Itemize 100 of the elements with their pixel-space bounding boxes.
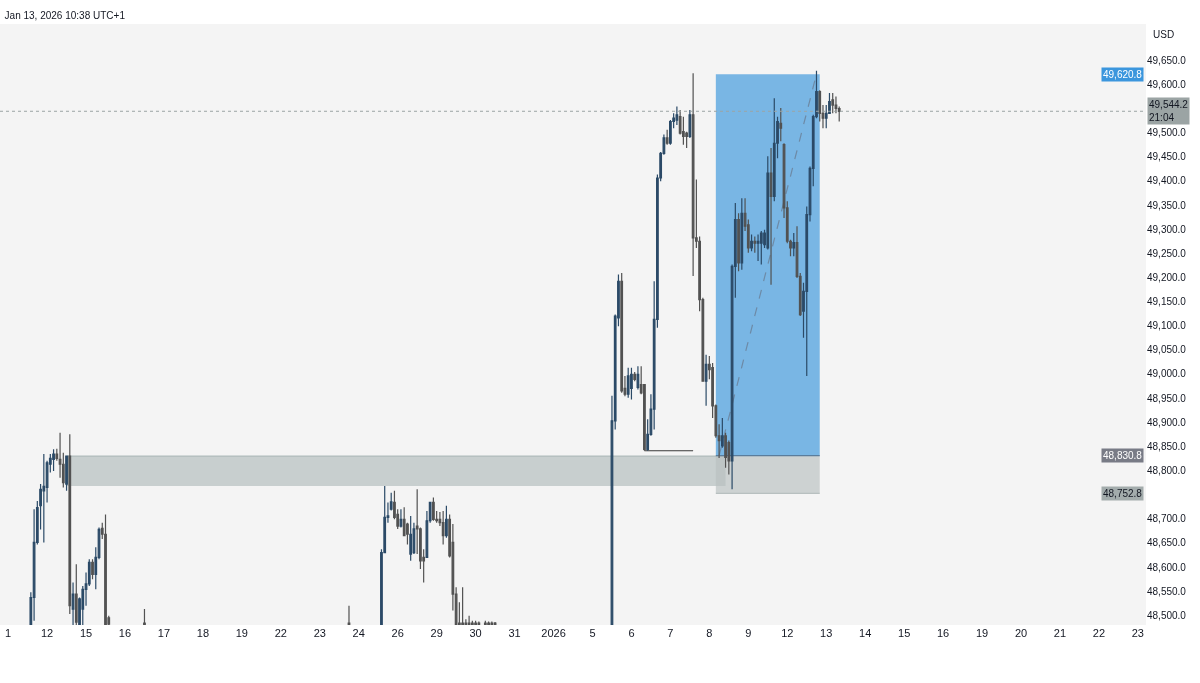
x-tick-label: 20 [1014,627,1028,639]
x-tick-label: 16 [936,627,950,639]
x-tick-label: 7 [667,627,674,639]
candlestick [691,72,695,277]
candlestick [493,621,497,625]
candlestick [483,620,487,625]
candlestick [104,513,107,625]
candlestick [753,235,757,254]
x-tick-label: 18 [196,627,210,639]
candlestick [675,105,679,126]
x-tick-label: 1 [5,627,12,639]
candlestick [347,605,351,625]
y-tick-label: 48,650.0 [1147,537,1187,549]
candlestick [487,621,490,625]
candlestick [704,354,708,407]
y-tick-label: 49,600.0 [1147,78,1187,90]
ref-line-label: 49,544.2 21:04 [1149,99,1189,123]
candlestick [750,233,753,252]
candlestick [477,621,481,625]
candlestick [626,367,630,399]
y-tick-label: 49,500.0 [1147,127,1187,139]
x-tick-label: 30 [469,627,482,639]
y-tick-label: 48,550.0 [1147,585,1187,597]
x-tick-label: 22 [274,627,287,639]
x-tick-label: 23 [313,627,326,639]
candlestick [467,615,471,625]
candlestick [779,107,783,142]
candlestick [409,515,413,562]
candlestick [766,155,770,251]
candlestick [71,581,75,625]
y-tick-label: 49,200.0 [1147,271,1187,283]
candlestick [620,272,624,394]
x-tick-label: 29 [430,627,443,639]
candlestick [474,620,477,625]
candlestick [65,455,68,492]
candlestick [444,505,448,539]
y-tick-label: 48,950.0 [1147,392,1187,404]
x-tick-label: 17 [157,627,171,639]
y-tick-label: 49,650.0 [1147,54,1187,66]
candlestick [630,367,633,401]
candlestick [740,197,744,271]
candlestick [470,620,474,625]
y-axis-title: USD [1153,29,1175,40]
y-tick-label: 49,450.0 [1147,151,1187,163]
candlestick [461,586,465,625]
candlestick [831,92,835,114]
annotation: 48,752.8 [1103,488,1143,499]
y-tick-label: 48,800.0 [1147,465,1187,477]
x-tick-label: 22 [1092,627,1106,639]
candlestick [792,232,796,257]
x-tick-label: 13 [820,627,833,639]
y-tick-label: 49,050.0 [1147,344,1187,356]
candlestick [737,212,740,272]
annotation: 48,830.8 [1103,450,1143,461]
candlestick [399,508,403,529]
candlestick [759,230,763,265]
x-tick-label: 6 [628,627,635,639]
y-tick-label: 49,400.0 [1147,175,1187,187]
candlestick [42,453,46,544]
x-tick-label: 14 [859,627,872,639]
y-tick-label: 49,100.0 [1147,320,1187,332]
x-tick-label: 31 [508,627,521,639]
x-tick-label: 5 [589,627,596,639]
y-tick-label: 48,500.0 [1147,609,1187,621]
x-tick-label: 19 [235,627,248,639]
x-tick-label: 26 [391,627,404,639]
x-tick-label: 15 [898,627,911,639]
candlestick [756,233,760,262]
candlestick [769,147,773,286]
x-tick-label: 8 [706,627,713,639]
candlestick [432,496,435,522]
y-tick-label: 49,300.0 [1147,223,1187,235]
candlestick [74,563,78,625]
candlestick [688,109,692,139]
candlestick [441,510,445,545]
candlestick [633,371,637,382]
x-tick-label: 21 [1053,627,1067,639]
x-tick-label: 12 [40,627,54,639]
x-tick-label: 15 [79,627,93,639]
annotation: 49,620.8 [1103,69,1143,80]
x-tick-label: 12 [781,627,794,639]
y-tick-label: 49,000.0 [1147,368,1187,380]
y-tick-label: 49,350.0 [1147,199,1187,211]
x-tick-label: 19 [975,627,989,639]
x-tick-label: 16 [118,627,132,639]
x-tick-label: 2026 [541,627,566,639]
candlestick [68,433,72,615]
y-tick-label: 48,600.0 [1147,561,1187,573]
y-tick-label: 49,150.0 [1147,296,1187,308]
y-tick-label: 49,250.0 [1147,247,1187,259]
y-tick-label: 48,850.0 [1147,440,1187,452]
y-tick-label: 48,700.0 [1147,513,1187,525]
candlestick [490,621,494,625]
x-tick-label: 23 [1131,627,1145,639]
candlestick [143,608,146,625]
x-tick-label: 24 [352,627,365,639]
candlestick [52,448,55,472]
y-tick-label: 48,900.0 [1147,416,1187,428]
candlestick [636,365,640,391]
candlestick [720,417,724,449]
